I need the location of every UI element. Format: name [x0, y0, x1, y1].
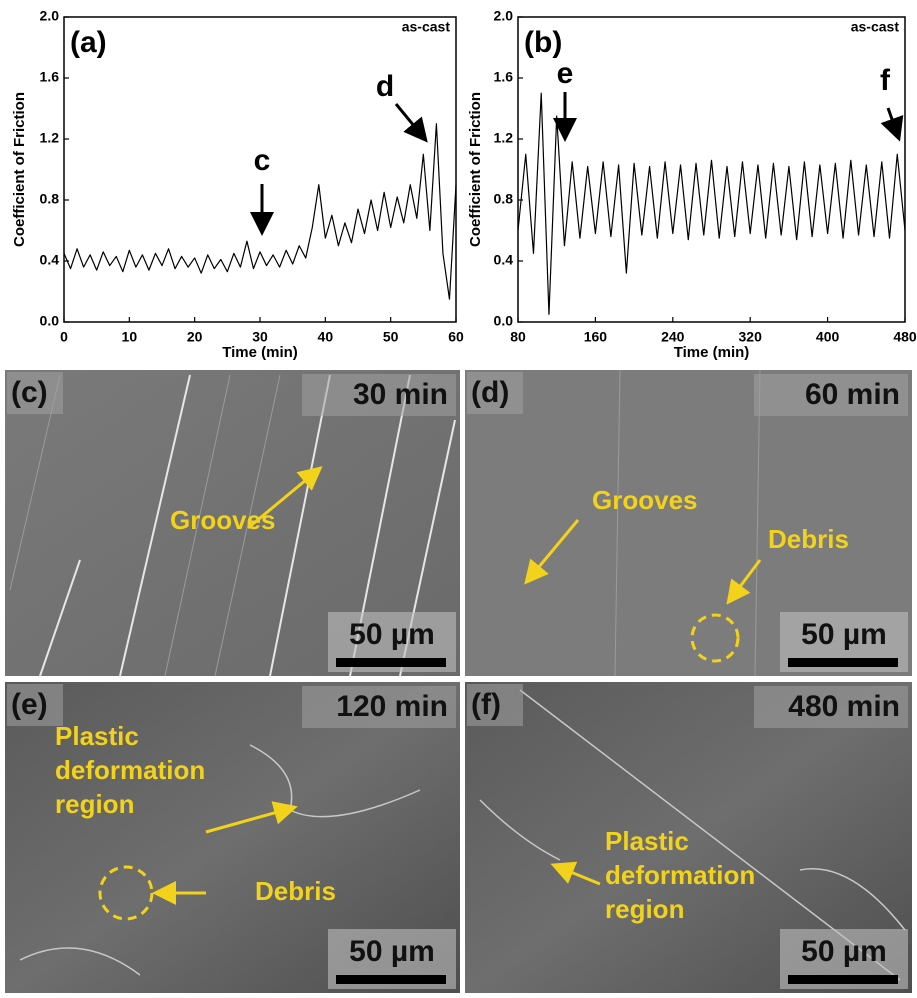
annotation: Plastic [55, 721, 139, 751]
x-tick-label: 400 [816, 329, 840, 345]
scale-label: 50 µm [801, 618, 887, 651]
time-label: 60 min [805, 378, 900, 411]
groove-texture [9, 369, 761, 677]
time-label: 120 min [336, 690, 448, 723]
annotation: Grooves [592, 485, 698, 515]
scale-bar [336, 658, 446, 667]
y-axis-label: Coefficient of Friction [11, 92, 28, 247]
scale-label: 50 µm [801, 935, 887, 968]
arrow [880, 107, 904, 142]
x-axis-label: Time (min) [674, 344, 750, 361]
arrow [726, 559, 762, 605]
arrow [394, 103, 428, 143]
debris-circle [98, 865, 154, 921]
y-tick-label: 1.2 [494, 130, 514, 146]
note: as-cast [402, 19, 451, 35]
arrow [524, 519, 580, 585]
y-tick-label: 2.0 [494, 8, 514, 24]
x-tick-label: 50 [383, 329, 399, 345]
label-box [754, 374, 908, 416]
panel-label: (b) [524, 26, 562, 59]
scale-label: 50 µm [349, 618, 435, 651]
label-box [754, 686, 908, 728]
arrow [247, 466, 323, 530]
y-tick-label: 1.6 [40, 69, 60, 85]
y-tick-label: 0.0 [494, 313, 514, 329]
debris-circle [690, 613, 740, 663]
x-tick-label: 40 [318, 329, 334, 345]
x-tick-label: 60 [448, 329, 464, 345]
friction-line [63, 123, 457, 300]
annotation: d [376, 70, 394, 103]
y-tick-label: 0.0 [40, 313, 60, 329]
note: as-cast [851, 19, 900, 35]
x-tick-label: 240 [661, 329, 685, 345]
y-tick-label: 1.6 [494, 69, 514, 85]
x-axis-label: Time (min) [222, 344, 298, 361]
time-label: 480 min [788, 690, 900, 723]
time-label: 30 min [353, 378, 448, 411]
y-tick-label: 0.4 [494, 252, 514, 268]
x-tick-label: 10 [122, 329, 138, 345]
plot-frame [517, 16, 906, 323]
x-tick-label: 0 [60, 329, 68, 345]
y-tick-label: 0.8 [494, 191, 514, 207]
annotation: Debris [768, 524, 849, 554]
panel-label: (f) [471, 688, 501, 721]
panel-label: (d) [471, 376, 509, 409]
y-axis-label: Coefficient of Friction [467, 92, 484, 247]
label-box [7, 684, 63, 726]
annotation: e [557, 57, 574, 90]
annotation: f [880, 64, 891, 97]
x-tick-label: 80 [510, 329, 526, 345]
label-box [467, 684, 523, 726]
x-tick-label: 20 [187, 329, 203, 345]
panel-label: (e) [11, 688, 48, 721]
scale-label: 50 µm [349, 935, 435, 968]
x-tick-label: 480 [893, 329, 917, 345]
annotation: Plastic [605, 826, 689, 856]
x-tick-label: 160 [584, 329, 608, 345]
x-tick-label: 320 [739, 329, 763, 345]
annotation: region [605, 894, 684, 924]
annotation: c [254, 144, 271, 177]
panel-label: (a) [70, 26, 107, 59]
scale-bar [788, 975, 898, 984]
scale-bar [788, 658, 898, 667]
annotation: Debris [255, 876, 336, 906]
scale-bar [336, 975, 446, 984]
annotation: deformation [605, 860, 755, 890]
panel-label: (c) [11, 376, 48, 409]
annotation: region [55, 789, 134, 819]
arrow [550, 861, 601, 886]
label-box [302, 686, 456, 728]
x-tick-label: 30 [252, 329, 268, 345]
label-box [7, 372, 63, 414]
y-tick-label: 1.2 [40, 130, 60, 146]
y-tick-label: 0.8 [40, 191, 60, 207]
annotation: deformation [55, 755, 205, 785]
y-tick-label: 2.0 [40, 8, 60, 24]
arrow [205, 801, 298, 834]
y-tick-label: 0.4 [40, 252, 60, 268]
label-box [467, 372, 523, 414]
label-box [302, 374, 456, 416]
friction-line [517, 92, 906, 315]
